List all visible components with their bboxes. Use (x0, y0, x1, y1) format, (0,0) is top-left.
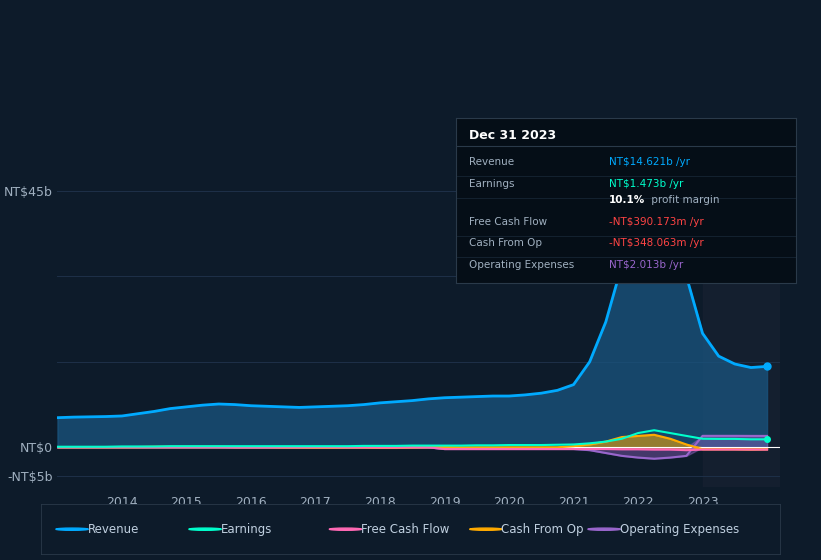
Text: 10.1%: 10.1% (609, 195, 645, 205)
Text: NT$2.013b /yr: NT$2.013b /yr (609, 260, 683, 269)
Text: NT$1.473b /yr: NT$1.473b /yr (609, 179, 683, 189)
Text: Cash From Op: Cash From Op (502, 522, 584, 536)
Text: Earnings: Earnings (221, 522, 272, 536)
Text: profit margin: profit margin (648, 195, 720, 205)
Text: Revenue: Revenue (470, 157, 515, 167)
Circle shape (329, 528, 362, 530)
Circle shape (470, 528, 502, 530)
Text: Cash From Op: Cash From Op (470, 238, 543, 248)
Text: NT$14.621b /yr: NT$14.621b /yr (609, 157, 690, 167)
Text: Operating Expenses: Operating Expenses (470, 260, 575, 269)
Text: Earnings: Earnings (470, 179, 515, 189)
Text: -NT$348.063m /yr: -NT$348.063m /yr (609, 238, 704, 248)
Circle shape (588, 528, 621, 530)
Circle shape (189, 528, 222, 530)
Text: -NT$390.173m /yr: -NT$390.173m /yr (609, 217, 704, 227)
Text: Free Cash Flow: Free Cash Flow (361, 522, 449, 536)
Bar (703, 162, 780, 487)
Text: Revenue: Revenue (88, 522, 139, 536)
Text: Dec 31 2023: Dec 31 2023 (470, 129, 557, 142)
Text: Operating Expenses: Operating Expenses (620, 522, 739, 536)
Circle shape (56, 528, 89, 530)
Text: Free Cash Flow: Free Cash Flow (470, 217, 548, 227)
